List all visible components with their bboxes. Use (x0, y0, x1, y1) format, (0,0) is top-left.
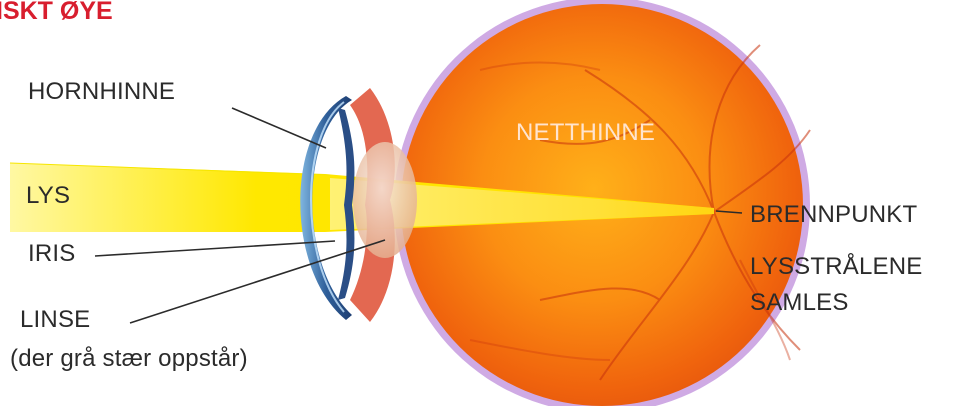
label-iris: IRIS (28, 240, 76, 267)
label-hornhinne: HORNHINNE (28, 78, 176, 105)
iris-pointer (94, 240, 336, 257)
label-brennpunkt: BRENNPUNKT (750, 201, 918, 228)
brennpunkt-pointer (715, 210, 743, 214)
label-samles: SAMLES (750, 289, 849, 316)
diagram-title: ISKT ØYE (0, 0, 113, 25)
label-lys: LYS (26, 182, 71, 209)
label-lysstraalene: LYSSTRÅLENE (750, 253, 923, 280)
label-linse-note: (der grå stær oppstår) (10, 345, 248, 372)
beam-edge-top (9, 162, 331, 176)
retina-veins (469, 44, 811, 381)
linse-pointer (129, 239, 386, 324)
lens (353, 142, 417, 258)
focus-beam (330, 178, 714, 230)
label-netthinne: NETTHINNE (516, 119, 656, 146)
hornhinne-pointer (231, 107, 327, 149)
label-linse: LINSE (20, 306, 91, 333)
cornea-highlight (310, 101, 345, 313)
